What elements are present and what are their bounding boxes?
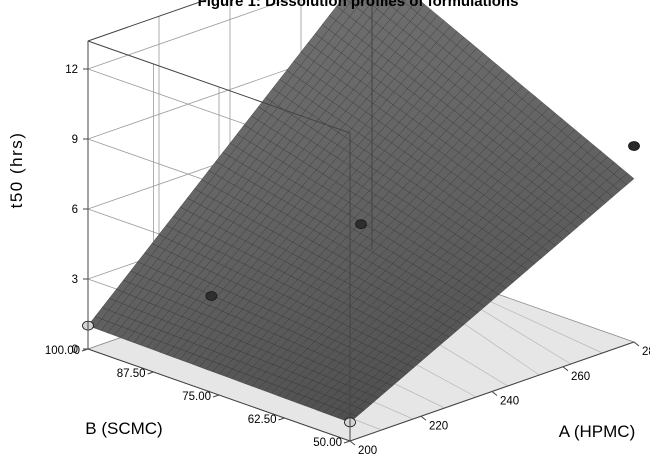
- surface-cell: [383, 0, 396, 6]
- surface-cell: [349, 0, 363, 8]
- x-tick-label: 280: [642, 346, 650, 358]
- x-tick-label: 200: [358, 445, 377, 455]
- z-tick-label: 12: [65, 64, 78, 76]
- y-tick-label: 62.50: [248, 414, 277, 426]
- x-tick-mark: [633, 341, 640, 347]
- y-tick-mark: [278, 417, 285, 421]
- y-tick-mark: [212, 394, 220, 398]
- response-surface: [87, 0, 635, 423]
- y-tick-label: 50.00: [313, 437, 342, 449]
- tick-labels: 200 220 240 260 280 50.00 62.50 75.00 87.50 100.0…: [45, 64, 650, 455]
- frame-edge: [87, 40, 351, 134]
- y-tick-mark: [147, 371, 154, 375]
- z-tick-label: 0: [72, 344, 78, 356]
- y-tick-label: 100.00: [45, 345, 80, 357]
- surface-cell: [403, 0, 418, 8]
- chart-title: Figure 1: Dissolution profiles of formul…: [198, 0, 519, 10]
- y-tick-mark: [343, 440, 351, 444]
- x-tick-label: 260: [571, 371, 590, 383]
- design-point: [628, 141, 640, 151]
- z-axis-label: t50 (hrs): [7, 132, 26, 209]
- x-tick-label: 220: [429, 420, 448, 432]
- x-tick-mark: [562, 366, 569, 372]
- z-tick-label: 6: [72, 204, 78, 216]
- surface-cell: [356, 0, 371, 13]
- y-tick-label: 87.50: [117, 368, 146, 380]
- x-tick-label: 240: [500, 396, 519, 408]
- z-tick-label: 3: [72, 274, 78, 286]
- design-point: [355, 219, 367, 230]
- surface-cell: [336, 0, 351, 12]
- surface-cell: [365, 0, 374, 4]
- design-point: [205, 291, 218, 301]
- y-axis-label: B (SCMC): [85, 419, 162, 438]
- surface-cell: [370, 0, 385, 10]
- frame-edge: [87, 0, 208, 42]
- x-axis-label: A (HPMC): [559, 422, 636, 441]
- z-tick-label: 9: [72, 134, 78, 146]
- surface-cell: [390, 0, 405, 11]
- surface-cell: [346, 0, 353, 3]
- surface-cell: [401, 0, 407, 3]
- surface-cell: [410, 0, 425, 14]
- x-tick-mark: [491, 391, 498, 396]
- y-tick-label: 75.00: [182, 391, 211, 403]
- x-tick-mark: [420, 415, 427, 421]
- x-tick-mark: [349, 440, 356, 446]
- grid-line: [87, 0, 288, 70]
